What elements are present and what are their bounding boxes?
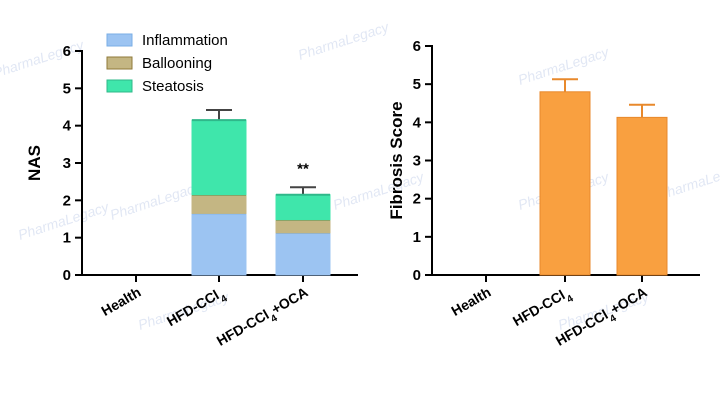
watermark-text: PharmaLegacy	[108, 178, 203, 223]
panel1-legend-label-inflammation: Inflammation	[142, 32, 228, 49]
panel1-bar-ballooning-hfd-ccl4	[191, 194, 247, 214]
panel1-bar-steatosis-hfd-ccl4	[191, 119, 247, 196]
panel2-bar-fibrosis-score-hfd-ccl4-oca	[616, 116, 668, 276]
watermark-text: PharmaLegacy	[296, 18, 391, 63]
panel1-y-tick-label: 3	[63, 155, 71, 172]
panel1-legend-swatch-inflammation	[106, 33, 133, 47]
panel2-y-tick-label: 1	[413, 229, 421, 246]
panel1-legend-swatch-steatosis	[106, 79, 133, 93]
panel1-y-tick-label: 6	[63, 43, 71, 60]
panel1-bar-inflammation-hfd-ccl4	[191, 212, 247, 276]
panel2-y-axis-label: Fibrosis Score	[387, 101, 406, 219]
panel1-y-tick-label: 5	[63, 80, 71, 97]
panel1-bar-steatosis-hfd-ccl4-oca	[275, 194, 331, 221]
panel1-legend-swatch-ballooning	[106, 56, 133, 70]
panel1-category-label-hfd-ccl4-oca: HFD-CCl4+OCA	[214, 284, 313, 354]
panel2-category-label-health: Health	[448, 284, 493, 319]
watermark-5: PharmaLegacy	[516, 43, 611, 88]
panel1-legend-label-ballooning: Ballooning	[142, 55, 212, 72]
watermark-3: PharmaLegacy	[296, 18, 391, 63]
panel2-bar-fibrosis-score-hfd-ccl4	[539, 91, 591, 276]
panel1-bar-ballooning-hfd-ccl4-oca	[275, 219, 331, 234]
panel2-y-tick-label: 6	[413, 38, 421, 55]
panel1-legend-label-steatosis: Steatosis	[142, 78, 204, 95]
panel2-y-tick-label: 0	[413, 267, 421, 284]
watermark-0: PharmaLegacy	[0, 36, 86, 81]
panel2-y-tick-label: 3	[413, 153, 421, 170]
watermark-text: PharmaLegacy	[0, 36, 86, 81]
panel1-y-tick-label: 0	[63, 267, 71, 284]
panel1-bar-inflammation-hfd-ccl4-oca	[275, 232, 331, 276]
panel2-y-tick-label: 5	[413, 76, 421, 93]
panel2-y-tick-label: 2	[413, 191, 421, 208]
watermark-1: PharmaLegacy	[108, 178, 203, 223]
panel1-y-tick-label: 4	[63, 118, 72, 135]
panel1-category-label-health: Health	[98, 284, 143, 319]
watermark-text: PharmaLegacy	[516, 43, 611, 88]
panel2-y-tick-label: 4	[413, 114, 422, 131]
panel1-significance-marker: **	[297, 160, 309, 177]
panel1-y-axis-label: NAS	[25, 145, 44, 181]
panel1-y-tick-label: 1	[63, 230, 71, 247]
panel1-y-tick-label: 2	[63, 192, 71, 209]
